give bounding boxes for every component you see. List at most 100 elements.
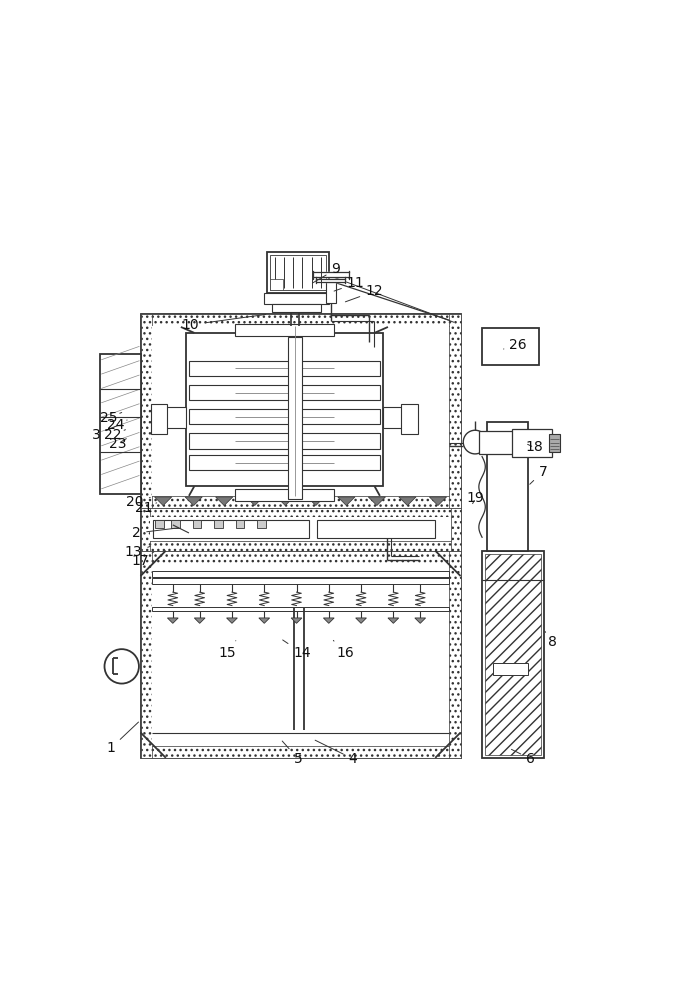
Bar [164,407,186,428]
Bar [189,409,380,424]
Bar [214,520,223,528]
Bar [189,455,380,470]
Bar [153,520,309,538]
Bar [140,508,461,517]
Bar [317,520,435,538]
Bar [236,520,244,528]
Bar [140,496,461,508]
Text: 20: 20 [126,495,150,509]
Bar [153,607,449,611]
Polygon shape [246,497,263,506]
Bar [189,433,380,449]
Polygon shape [323,618,335,623]
Text: 2: 2 [133,526,178,540]
Bar [150,517,451,541]
Text: 24: 24 [106,418,127,432]
Bar [257,520,266,528]
Text: 22: 22 [104,428,126,442]
Text: 10: 10 [182,314,266,332]
Text: 9: 9 [312,262,340,283]
Bar [186,333,382,486]
Text: 13: 13 [125,545,150,559]
Text: 8: 8 [545,631,557,649]
Bar [480,431,514,454]
Polygon shape [415,618,425,623]
Bar [100,354,140,494]
Bar [549,434,560,452]
Polygon shape [167,618,178,623]
Polygon shape [338,497,355,506]
Bar [151,404,167,434]
Bar [155,520,164,528]
Bar [482,328,539,365]
Bar [451,508,461,551]
Text: 19: 19 [467,491,484,505]
Text: 23: 23 [109,437,127,451]
Bar [153,578,449,584]
Bar [401,404,418,434]
Text: 7: 7 [530,465,548,484]
Polygon shape [226,618,237,623]
Bar [189,361,380,376]
Text: 14: 14 [282,640,311,660]
Text: 1: 1 [106,722,139,755]
Bar [487,422,527,551]
Text: 11: 11 [334,276,364,291]
Polygon shape [216,497,232,506]
Bar [485,554,541,755]
Bar [140,551,461,563]
Bar [235,324,335,336]
Bar [171,520,180,528]
Text: 16: 16 [333,640,354,660]
Bar [449,314,461,508]
Polygon shape [355,618,366,623]
Text: 26: 26 [504,338,527,352]
Polygon shape [291,618,302,623]
Polygon shape [194,618,205,623]
Bar [140,314,461,326]
Polygon shape [399,497,416,506]
Polygon shape [312,272,349,277]
Bar [189,385,380,400]
Text: 12: 12 [346,284,383,302]
Bar [511,429,552,457]
Bar [382,407,404,428]
Bar [482,551,544,758]
Bar [193,520,201,528]
Text: 25: 25 [99,411,121,425]
Bar [140,551,153,758]
Bar [493,663,527,675]
Bar [140,541,461,551]
Text: 15: 15 [219,641,237,660]
Text: 18: 18 [525,440,543,454]
Text: 5: 5 [282,741,303,766]
Polygon shape [388,618,398,623]
Text: 17: 17 [132,552,154,568]
Polygon shape [277,497,294,506]
Text: 3: 3 [92,425,117,442]
Polygon shape [155,497,171,506]
Bar [326,282,336,303]
Bar [140,508,150,551]
Bar [267,252,329,293]
Bar [272,304,321,312]
Bar [153,326,449,496]
Bar [153,563,449,746]
Polygon shape [369,497,385,506]
Polygon shape [316,279,346,282]
Bar [449,551,461,758]
Bar [289,337,302,499]
Bar [264,293,329,304]
Polygon shape [185,497,202,506]
Bar [140,746,461,758]
Bar [140,314,461,508]
Bar [140,508,461,551]
Text: 6: 6 [511,749,535,766]
Bar [269,255,326,290]
Text: 4: 4 [315,740,357,766]
Text: 21: 21 [135,501,157,515]
Bar [140,314,153,508]
Bar [140,551,461,758]
Polygon shape [430,497,446,506]
Bar [153,571,449,577]
